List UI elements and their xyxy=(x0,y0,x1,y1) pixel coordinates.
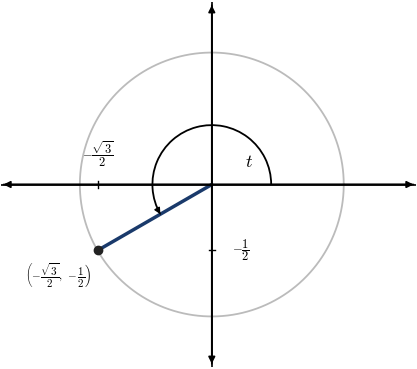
Text: $\left(-\dfrac{\sqrt{3}}{2},\,-\dfrac{1}{2}\right)$: $\left(-\dfrac{\sqrt{3}}{2},\,-\dfrac{1}… xyxy=(25,262,91,290)
Text: $-\dfrac{\sqrt{3}}{2}$: $-\dfrac{\sqrt{3}}{2}$ xyxy=(82,139,113,169)
Text: $t$: $t$ xyxy=(245,153,253,171)
Text: $-\dfrac{1}{2}$: $-\dfrac{1}{2}$ xyxy=(231,238,249,263)
